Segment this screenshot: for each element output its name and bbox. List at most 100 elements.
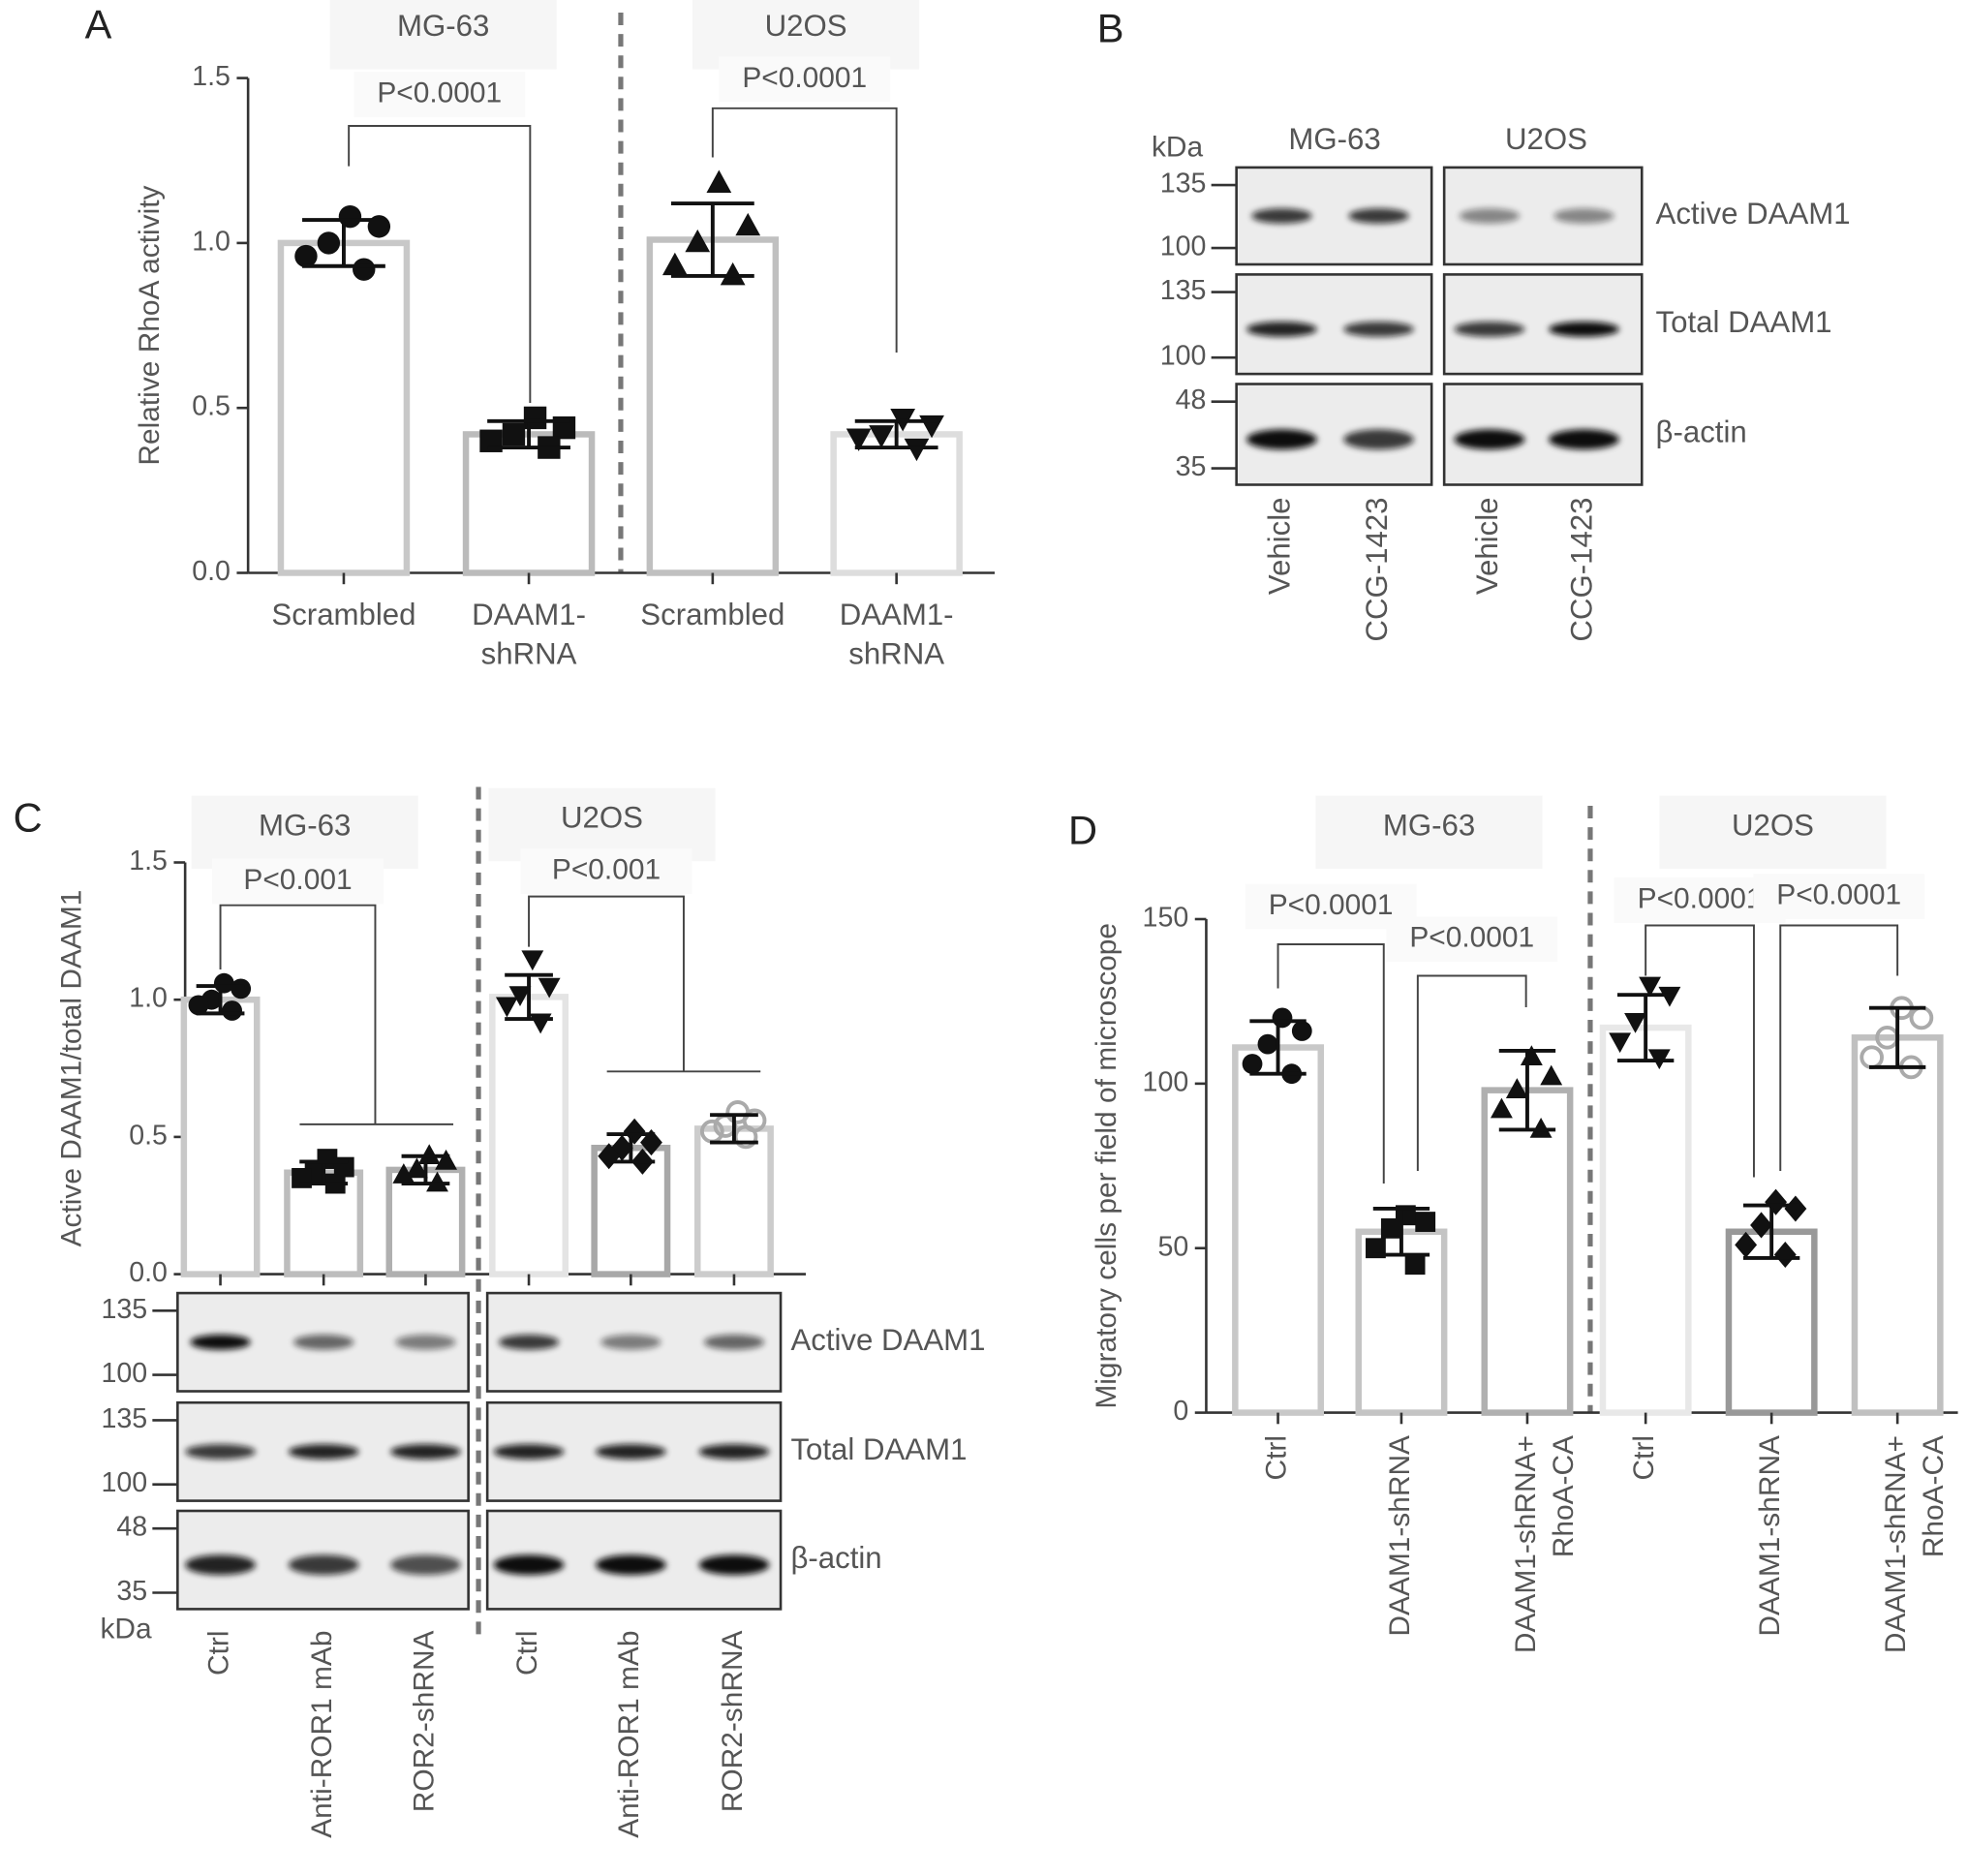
blot-band [395,1335,456,1350]
data-point [1624,1012,1646,1033]
p-value: P<0.0001 [377,77,502,108]
data-point [1257,1033,1278,1055]
data-point [1291,1021,1312,1041]
blot-band [390,1444,461,1460]
size-marker-label: 48 [116,1512,147,1543]
data-point [1540,1064,1563,1086]
data-point [1529,1117,1553,1138]
blot-band [185,1554,256,1576]
group-label-bg [1659,795,1887,869]
data-point [706,169,732,193]
bar [180,996,261,1277]
data-point [521,950,544,971]
bar [646,236,780,576]
size-marker-label: 35 [1176,451,1207,482]
x-tick-label: Scrambled [640,598,784,631]
group-label-bg [329,0,557,70]
blot-band [288,1554,359,1576]
data-point [1415,1212,1436,1232]
data-point [1909,1005,1934,1030]
data-point [502,422,526,446]
data-point [685,229,711,253]
p-value-bg [354,72,526,117]
bar [1851,1034,1944,1416]
p-value-bg [520,848,692,894]
data-point [1658,986,1681,1007]
blot-row-label: Active DAAM1 [790,1323,985,1357]
blot-band [595,1554,666,1576]
size-marker-label: 100 [1160,231,1207,262]
x-tick-label: Ctrl [511,1631,543,1676]
data-point [1380,1217,1401,1239]
x-tick-label: DAAM1-shRNA [472,598,586,671]
data-point [1272,1007,1293,1029]
y-tick-label: 100 [1143,1066,1189,1097]
size-marker-label: 48 [1176,384,1207,415]
blot-band [1454,429,1525,450]
blot-band [1459,208,1521,224]
size-marker-label: 100 [1160,341,1207,372]
bar [1355,1228,1448,1416]
comparison-bracket [348,125,532,403]
blot-band [1246,429,1317,450]
comparison-bracket [1645,924,1755,1178]
blot-band [1246,322,1317,337]
blot-band [698,1554,770,1576]
data-point [417,1144,441,1165]
x-tick-label: Ctrl [1260,1435,1292,1481]
blot-band [600,1335,661,1350]
group-label: U2OS [765,9,847,43]
bar [489,994,569,1277]
data-point [1609,1032,1632,1054]
bar [1599,1024,1692,1416]
p-value: P<0.0001 [742,62,867,94]
p-value: P<0.001 [243,864,352,896]
blot-row-label: β-actin [790,1541,881,1575]
y-axis-label: Relative RhoA activity [134,185,166,465]
blot-row-label: Active DAAM1 [1656,197,1851,231]
y-tick-label: 1.0 [129,983,168,1014]
blot-unit: kDa [1152,131,1204,163]
bar [591,1144,671,1277]
y-tick-label: 1.0 [192,226,231,257]
group-label: U2OS [561,801,643,835]
y-tick-label: 50 [1157,1231,1188,1262]
lane-label: CCG-1423 [1565,498,1599,642]
group-label: MG-63 [1383,808,1475,842]
comparison-bracket [1779,924,1899,1171]
lane-label: Vehicle [1470,498,1504,596]
data-point [294,244,318,268]
data-point [495,997,518,1018]
data-point [1505,1078,1528,1098]
p-value-bg [1386,916,1558,963]
panel-label: D [1068,808,1097,853]
blot-band [185,1444,256,1460]
data-point [869,425,894,448]
blot-band [1454,322,1525,337]
x-tick-label: Anti-ROR1 mAb [306,1631,338,1838]
data-point [538,977,561,999]
data-point [720,261,746,286]
x-tick-label: DAAM1-shRNA+ RhoA-CA [1880,1435,1950,1653]
data-point [392,1163,415,1184]
data-point [405,1157,428,1179]
data-point [1784,1195,1807,1222]
x-tick-label: Anti-ROR1 mAb [613,1631,645,1838]
data-point [426,1171,448,1192]
comparison-bracket [711,107,898,353]
size-marker-label: 135 [101,1403,147,1434]
blot-band [1251,208,1312,224]
p-value: P<0.0001 [1638,882,1763,914]
data-point [188,995,209,1016]
panel-label: A [85,2,112,47]
size-marker-label: 135 [1160,169,1207,200]
blot-band [493,1444,565,1460]
p-value: P<0.0001 [1776,878,1901,910]
bar [462,431,596,576]
data-point [846,428,872,451]
blot-row-label: β-actin [1656,415,1747,449]
x-tick-label: DAAM1-shRNA [1384,1435,1416,1637]
data-point [735,212,761,236]
p-value-bg [719,56,891,103]
y-tick-label: 0.5 [192,391,231,422]
